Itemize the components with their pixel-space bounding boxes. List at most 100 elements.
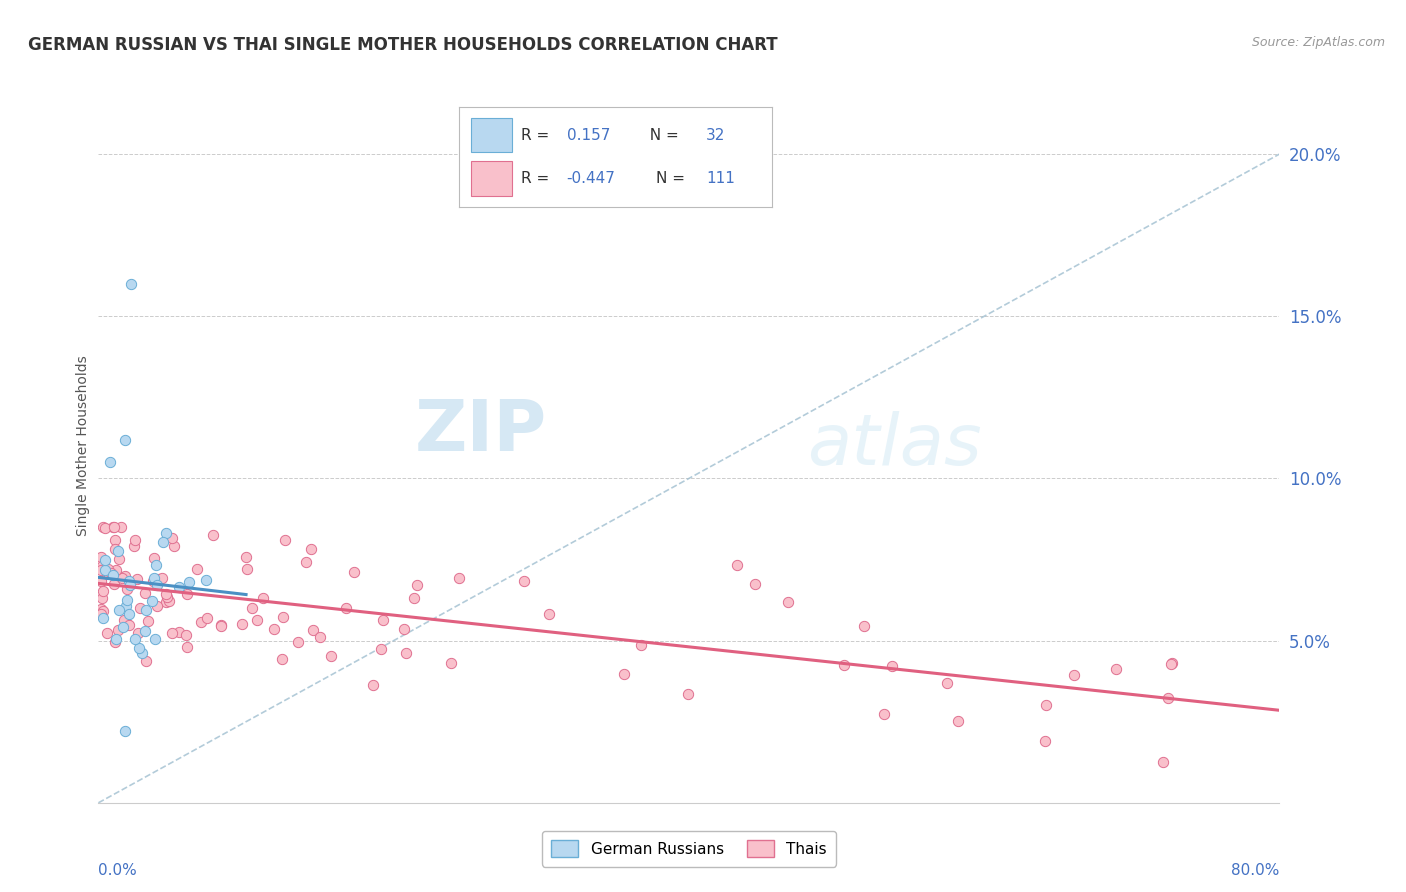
Point [142, 574, 165, 588]
Point [91, 591, 114, 606]
Point [1152, 755, 1174, 769]
Point [235, 550, 257, 565]
Text: R =: R = [522, 171, 554, 186]
Point [853, 619, 876, 633]
Point [1160, 657, 1182, 671]
Point [252, 591, 274, 605]
Point [152, 534, 174, 549]
Point [935, 676, 957, 690]
Point [1156, 691, 1178, 706]
Point [150, 571, 173, 585]
Point [630, 638, 652, 652]
Point [90, 563, 112, 577]
Point [111, 620, 134, 634]
Point [91, 605, 114, 619]
Point [155, 525, 177, 540]
Point [174, 628, 197, 642]
Point [94, 553, 117, 567]
Point [177, 575, 200, 590]
Text: atlas: atlas [807, 411, 981, 481]
Point [100, 566, 122, 580]
Point [145, 558, 167, 572]
Point [104, 542, 127, 557]
Legend: German Russians, Thais: German Russians, Thais [541, 830, 837, 866]
Point [274, 533, 297, 548]
Point [108, 551, 131, 566]
Point [146, 599, 169, 613]
Point [160, 625, 183, 640]
Point [91, 520, 114, 534]
Point [1160, 656, 1182, 670]
Point [115, 582, 138, 596]
Point [209, 618, 232, 632]
Point [392, 622, 415, 636]
Point [190, 615, 212, 629]
Text: 111: 111 [706, 171, 735, 186]
Point [873, 707, 896, 722]
Point [115, 593, 138, 607]
Point [155, 587, 177, 601]
Point [134, 624, 156, 638]
Point [882, 658, 904, 673]
Point [405, 578, 427, 592]
Point [90, 550, 112, 565]
Point [114, 433, 136, 447]
Point [120, 277, 142, 291]
Point [115, 599, 138, 613]
Point [104, 565, 127, 579]
Point [122, 539, 145, 553]
Point [124, 533, 146, 547]
Point [160, 531, 183, 545]
Text: 0.0%: 0.0% [98, 863, 138, 879]
Point [361, 678, 384, 692]
Point [613, 667, 636, 681]
Point [202, 528, 225, 542]
Point [395, 646, 418, 660]
Point [114, 724, 136, 739]
Point [370, 642, 392, 657]
Point [97, 562, 120, 576]
Point [110, 571, 132, 585]
Point [107, 543, 129, 558]
Point [402, 591, 425, 605]
Point [105, 632, 128, 647]
Point [103, 577, 125, 591]
Point [169, 625, 191, 640]
Point [335, 600, 357, 615]
Point [114, 569, 136, 583]
Point [104, 635, 127, 649]
Point [120, 578, 142, 592]
Point [134, 586, 156, 600]
Point [125, 572, 148, 586]
Text: N =: N = [655, 171, 690, 186]
Point [1063, 667, 1085, 681]
Point [176, 640, 198, 655]
Point [101, 520, 124, 534]
Point [156, 591, 179, 605]
Point [155, 595, 177, 609]
Point [186, 562, 208, 576]
Point [115, 615, 138, 629]
Point [142, 571, 165, 585]
Point [110, 520, 132, 534]
Point [744, 576, 766, 591]
Point [513, 574, 536, 589]
Point [135, 654, 157, 668]
Text: GERMAN RUSSIAN VS THAI SINGLE MOTHER HOUSEHOLDS CORRELATION CHART: GERMAN RUSSIAN VS THAI SINGLE MOTHER HOU… [28, 36, 778, 54]
Point [302, 623, 325, 637]
Point [97, 566, 120, 580]
Point [104, 533, 127, 548]
Point [90, 574, 112, 588]
Point [107, 623, 129, 637]
Point [118, 607, 141, 622]
Point [91, 584, 114, 599]
Point [231, 617, 253, 632]
Point [240, 600, 263, 615]
Point [93, 521, 115, 535]
Point [287, 634, 309, 648]
Text: N =: N = [640, 128, 683, 143]
Point [1033, 734, 1056, 748]
Point [263, 622, 285, 636]
Point [195, 573, 218, 587]
Point [96, 625, 118, 640]
